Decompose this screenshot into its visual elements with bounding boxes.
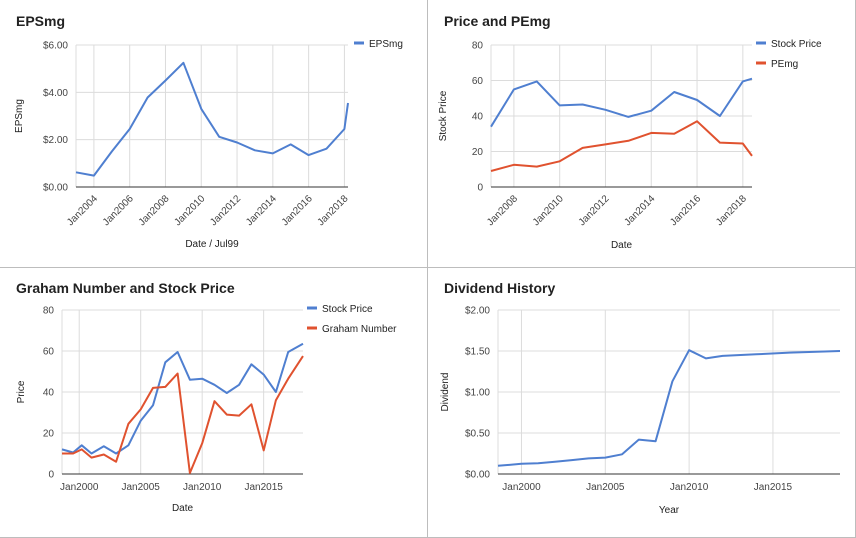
y-tick-label: $6.00 [43, 41, 68, 52]
x-tick-label: Jan2010 [531, 193, 566, 228]
chart-title: Price and PEmg [444, 13, 551, 29]
x-tick-label: Jan2008 [485, 193, 520, 228]
x-tick-label: Jan2018 [316, 193, 351, 228]
y-tick-label: 20 [43, 429, 55, 440]
series-line-epsmg [75, 61, 349, 177]
legend-label: Stock Price [771, 39, 822, 50]
chart-title: Dividend History [444, 280, 555, 296]
legend-swatch [756, 61, 766, 65]
series-line-stock-price [490, 77, 753, 128]
x-tick-label: Jan2015 [244, 482, 283, 493]
y-tick-label: 80 [472, 41, 484, 52]
x-tick-label: Jan2012 [208, 193, 243, 228]
graham-number-chart: Graham Number and Stock Price 0 20 40 60 80 Ja… [16, 280, 397, 514]
legend-label: Stock Price [322, 304, 373, 315]
x-tick-label: Jan2005 [586, 482, 625, 493]
y-tick-label: $2.00 [43, 135, 68, 146]
y-tick-label: 60 [43, 347, 55, 358]
series-line-dividend [497, 349, 841, 467]
x-tick-label: Jan2012 [577, 193, 612, 228]
x-tick-label: Jan2000 [60, 482, 99, 493]
y-tick-label: 20 [472, 147, 484, 158]
y-axis-label: Stock Price [438, 90, 449, 141]
y-tick-label: 40 [43, 388, 55, 399]
y-tick-label: 0 [48, 470, 54, 481]
legend-swatch [354, 41, 364, 45]
x-tick-label: Jan2016 [280, 193, 315, 228]
chart-panel-graham-number: Graham Number and Stock Price 0 20 40 60 80 Ja… [0, 268, 428, 538]
x-axis-label: Year [659, 505, 680, 516]
legend-swatch [307, 306, 317, 310]
price-pemg-chart: Price and PEmg 0 20 40 60 80 Jan2008 Jan2010 Jan… [438, 13, 822, 251]
y-tick-label: $1.00 [465, 388, 490, 399]
chart-title: EPSmg [16, 13, 65, 29]
legend-label: EPSmg [369, 39, 403, 50]
legend-label: Graham Number [322, 324, 397, 335]
y-tick-label: $0.50 [465, 429, 490, 440]
chart-panel-dividend-history: Dividend History $0.00 $0.50 $1.00 $1.50 $2.0… [428, 268, 856, 538]
x-tick-label: Jan2015 [754, 482, 793, 493]
x-tick-label: Jan2008 [137, 193, 172, 228]
series-line-graham-number [62, 355, 304, 474]
legend-swatch [756, 41, 766, 45]
chart-title: Graham Number and Stock Price [16, 280, 235, 296]
x-tick-label: Jan2010 [172, 193, 207, 228]
y-tick-label: 0 [477, 183, 483, 194]
chart-panel-epsmg: EPSmg $0.00 $2.00 $4.00 $6.00 Jan2004 Jan2006 J… [0, 0, 428, 268]
y-tick-label: 40 [472, 112, 484, 123]
x-tick-label: Jan2004 [65, 193, 100, 228]
x-tick-label: Jan2000 [502, 482, 541, 493]
x-axis-label: Date [611, 240, 633, 251]
x-tick-label: Jan2010 [670, 482, 709, 493]
x-tick-label: Jan2010 [183, 482, 222, 493]
chart-panel-price-pemg: Price and PEmg 0 20 40 60 80 Jan2008 Jan2010 Jan… [428, 0, 856, 268]
y-tick-label: $4.00 [43, 88, 68, 99]
dividend-history-chart: Dividend History $0.00 $0.50 $1.00 $1.50 $2.0… [440, 280, 841, 516]
y-tick-label: 60 [472, 76, 484, 87]
y-tick-label: $2.00 [465, 306, 490, 317]
y-axis-label: Price [16, 380, 27, 403]
x-tick-label: Jan2006 [101, 193, 136, 228]
series-line-stock-price [61, 342, 304, 455]
x-axis-label: Date [172, 503, 194, 514]
y-tick-label: $0.00 [465, 470, 490, 481]
y-tick-label: $0.00 [43, 183, 68, 194]
x-tick-label: Jan2018 [714, 193, 749, 228]
x-tick-label: Jan2014 [244, 193, 279, 228]
x-tick-label: Jan2016 [668, 193, 703, 228]
y-axis-label: EPSmg [14, 99, 25, 133]
y-axis-label: Dividend [440, 373, 451, 412]
series-line-pemg [490, 120, 753, 172]
x-tick-label: Jan2014 [622, 193, 657, 228]
legend-label: PEmg [771, 59, 798, 70]
legend-swatch [307, 326, 317, 330]
y-tick-label: $1.50 [465, 347, 490, 358]
y-tick-label: 80 [43, 306, 55, 317]
x-tick-label: Jan2005 [122, 482, 161, 493]
x-axis-label: Date / Jul99 [185, 239, 239, 250]
